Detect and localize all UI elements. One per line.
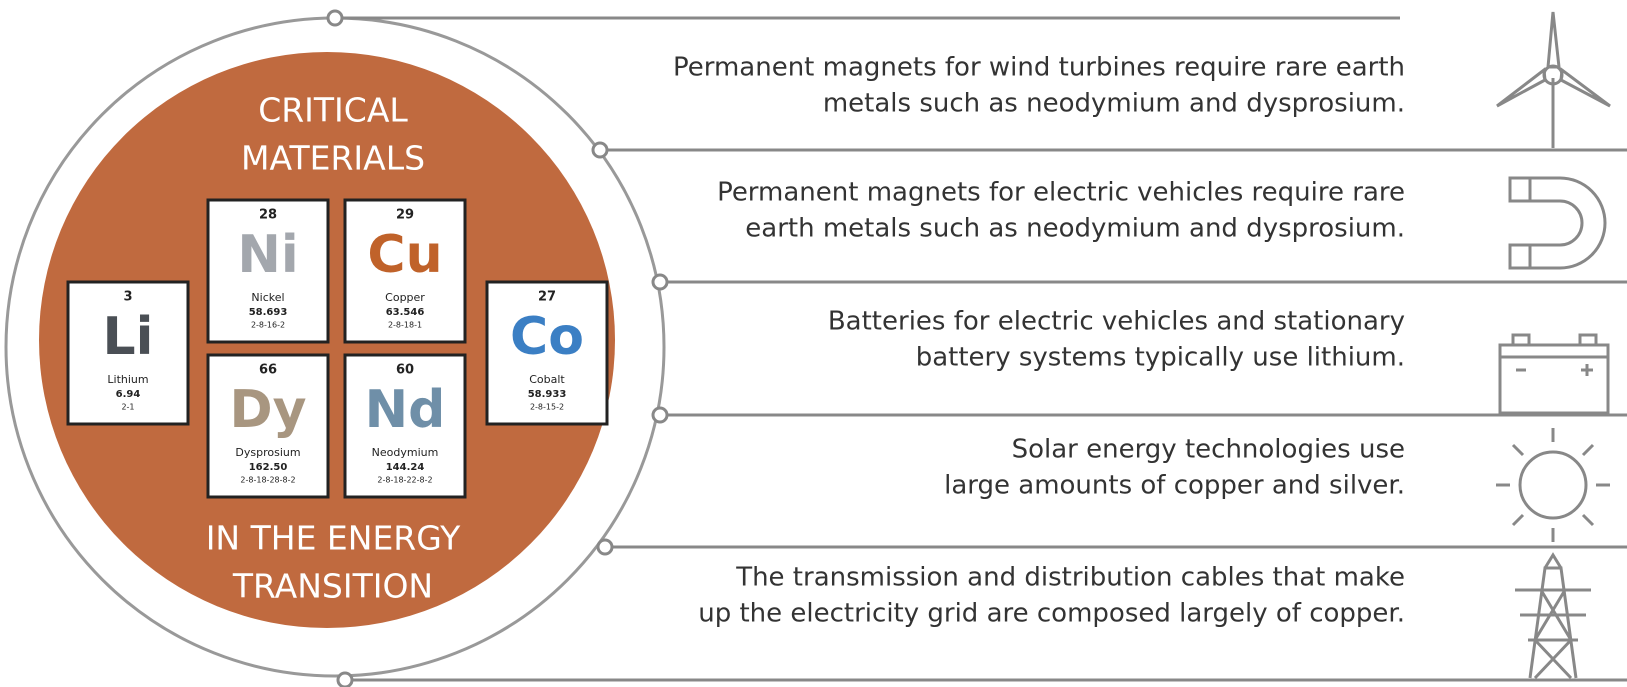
symbol: Nd: [365, 380, 446, 440]
element-tile: 29 Cu Copper 63.546 2-8-18-1: [343, 198, 467, 344]
atomic-mass: 58.933: [528, 389, 567, 400]
element-name: Dysprosium: [235, 446, 300, 459]
symbol: Li: [103, 307, 154, 367]
electron-config: 2-8-18-22-8-2: [377, 476, 432, 485]
atomic-number: 66: [259, 363, 277, 378]
element-name: Neodymium: [372, 446, 439, 459]
subtitle-line: IN THE ENERGY: [206, 519, 461, 558]
symbol: Co: [510, 307, 584, 367]
atomic-number: 28: [259, 208, 277, 223]
atomic-mass: 6.94: [116, 389, 141, 400]
connectors: [326, 9, 1627, 687]
atomic-mass: 63.546: [386, 307, 425, 318]
atomic-mass: 162.50: [249, 462, 288, 473]
icons: [1496, 11, 1611, 680]
element-name: Cobalt: [529, 373, 565, 386]
atomic-number: 60: [396, 363, 414, 378]
symbol: Cu: [367, 225, 442, 285]
item-text: up the electricity grid are composed lar…: [698, 599, 1405, 629]
battery-icon: [1498, 333, 1610, 415]
subtitle-line: TRANSITION: [232, 567, 433, 606]
item-text: Permanent magnets for wind turbines requ…: [673, 53, 1405, 83]
item-text: battery systems typically use lithium.: [916, 343, 1405, 373]
atomic-mass: 144.24: [386, 462, 425, 473]
element-tile: 60 Nd Neodymium 144.24 2-8-18-22-8-2: [343, 353, 467, 499]
electron-config: 2-8-18-28-8-2: [240, 476, 295, 485]
item-text: Solar energy technologies use: [1012, 435, 1405, 465]
atomic-number: 27: [538, 290, 556, 305]
title-line: MATERIALS: [241, 139, 425, 178]
atomic-number: 29: [396, 208, 414, 223]
element-name: Nickel: [251, 291, 284, 304]
tile-box: [485, 280, 609, 426]
element-name: Copper: [385, 291, 425, 304]
pylon-icon: [1515, 552, 1591, 680]
tile-box: [66, 280, 190, 426]
electron-config: 2-1: [121, 403, 134, 412]
tile-box: [206, 198, 330, 344]
item-text: metals such as neodymium and dysprosium.: [823, 89, 1405, 119]
electron-config: 2-8-18-1: [388, 321, 422, 330]
electron-config: 2-8-15-2: [530, 403, 564, 412]
item-text: earth metals such as neodymium and dyspr…: [745, 214, 1405, 244]
item-text: Permanent magnets for electric vehicles …: [717, 178, 1405, 208]
element-tile: 3 Li Lithium 6.94 2-1: [66, 280, 190, 426]
tile-box: [206, 353, 330, 499]
electron-config: 2-8-16-2: [251, 321, 285, 330]
atomic-mass: 58.693: [249, 307, 288, 318]
element-name: Lithium: [107, 373, 148, 386]
magnet-icon: [1508, 176, 1607, 270]
symbol: Ni: [237, 225, 298, 285]
item-text: The transmission and distribution cables…: [735, 563, 1405, 593]
symbol: Dy: [229, 380, 306, 440]
element-tile: 27 Co Cobalt 58.933 2-8-15-2: [485, 280, 609, 426]
tile-box: [343, 198, 467, 344]
sun-icon: [1496, 428, 1610, 542]
tile-box: [343, 353, 467, 499]
title-line: CRITICAL: [258, 91, 408, 130]
atomic-number: 3: [123, 290, 132, 305]
element-tile: 28 Ni Nickel 58.693 2-8-16-2: [206, 198, 330, 344]
item-text: large amounts of copper and silver.: [944, 471, 1405, 501]
element-tile: 66 Dy Dysprosium 162.50 2-8-18-28-8-2: [206, 353, 330, 499]
wind-turbine-icon: [1496, 11, 1611, 148]
item-text: Batteries for electric vehicles and stat…: [828, 307, 1405, 337]
